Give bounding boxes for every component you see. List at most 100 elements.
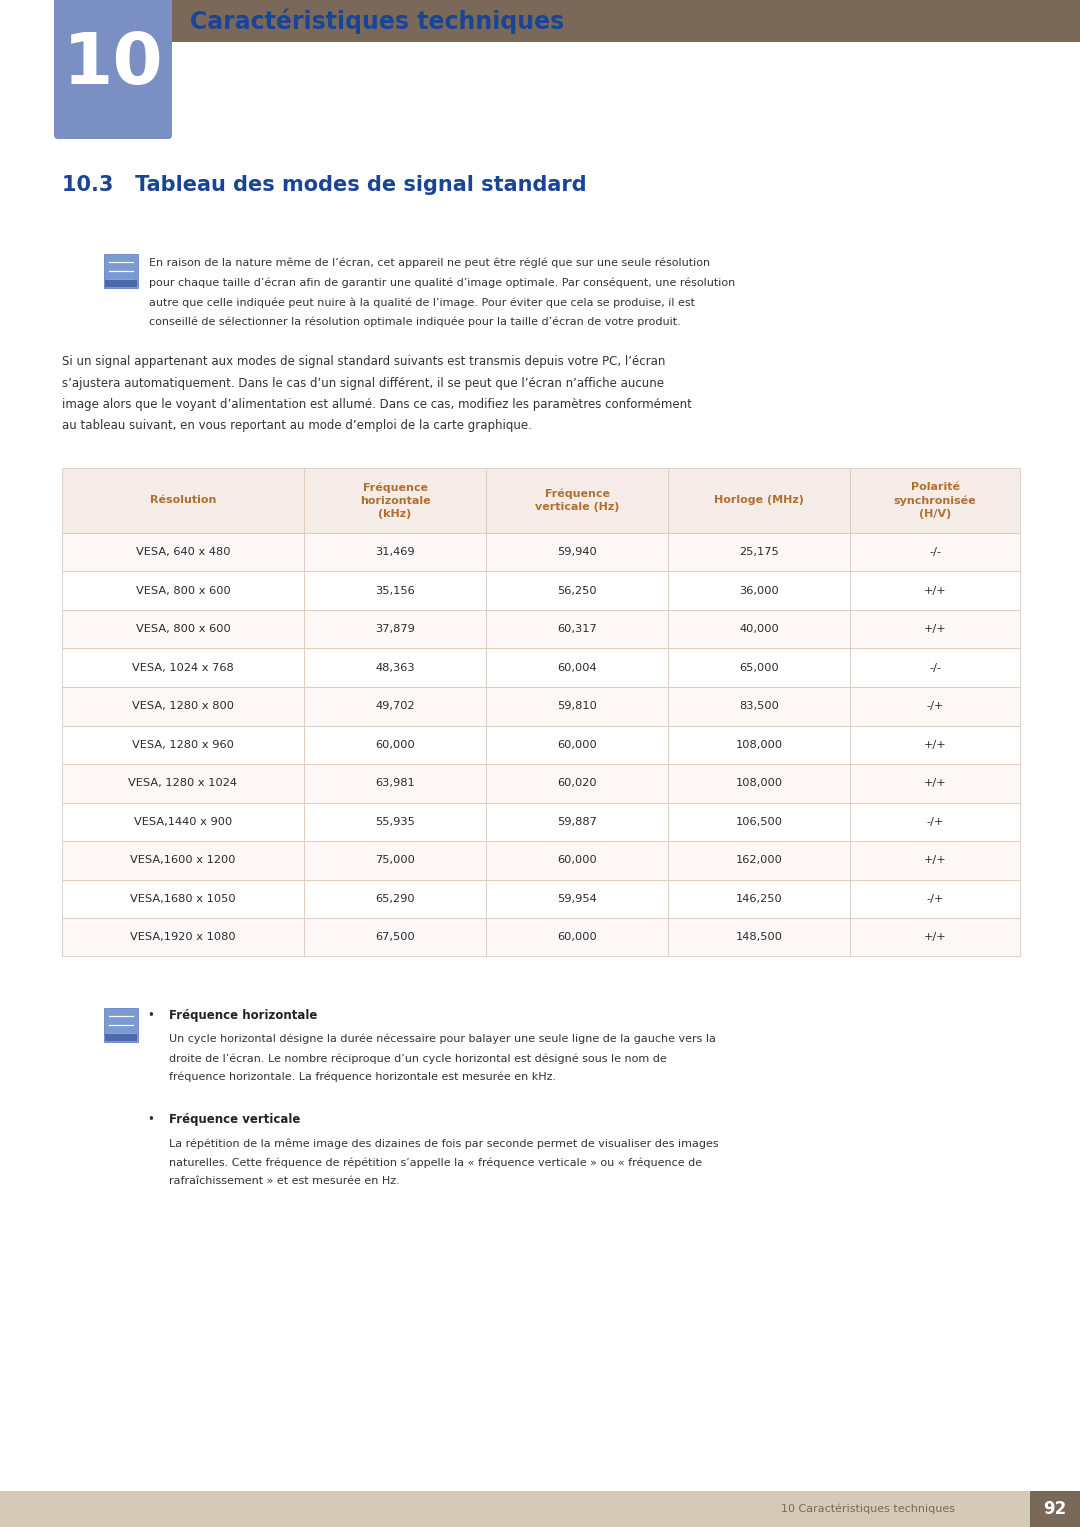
FancyBboxPatch shape	[850, 764, 1020, 803]
FancyBboxPatch shape	[62, 687, 303, 725]
Text: 67,500: 67,500	[375, 933, 415, 942]
FancyBboxPatch shape	[850, 803, 1020, 841]
Text: +/+: +/+	[923, 625, 946, 634]
FancyBboxPatch shape	[669, 764, 850, 803]
FancyBboxPatch shape	[1030, 1490, 1080, 1527]
Text: 10: 10	[63, 31, 163, 99]
Text: droite de l’écran. Le nombre réciproque d’un cycle horizontal est désigné sous l: droite de l’écran. Le nombre réciproque …	[168, 1054, 666, 1063]
Text: Horloge (MHz): Horloge (MHz)	[714, 495, 804, 505]
Text: Un cycle horizontal désigne la durée nécessaire pour balayer une seule ligne de : Un cycle horizontal désigne la durée néc…	[168, 1034, 716, 1044]
Text: 162,000: 162,000	[735, 855, 782, 866]
Text: +/+: +/+	[923, 586, 946, 596]
Text: VESA, 640 x 480: VESA, 640 x 480	[136, 547, 230, 557]
FancyBboxPatch shape	[669, 649, 850, 687]
Text: autre que celle indiquée peut nuire à la qualité de l’image. Pour éviter que cel: autre que celle indiquée peut nuire à la…	[149, 296, 696, 307]
Text: s’ajustera automatiquement. Dans le cas d’un signal différent, il se peut que l’: s’ajustera automatiquement. Dans le cas …	[62, 377, 664, 389]
Text: 60,000: 60,000	[557, 933, 597, 942]
FancyBboxPatch shape	[669, 841, 850, 880]
Text: +/+: +/+	[923, 933, 946, 942]
FancyBboxPatch shape	[104, 253, 138, 289]
FancyBboxPatch shape	[303, 687, 486, 725]
Text: VESA, 1280 x 1024: VESA, 1280 x 1024	[129, 779, 238, 788]
Text: pour chaque taille d’écran afin de garantir une qualité d’image optimale. Par co: pour chaque taille d’écran afin de garan…	[149, 278, 735, 289]
Text: Résolution: Résolution	[150, 495, 216, 505]
Text: 60,000: 60,000	[375, 739, 415, 750]
Text: -/-: -/-	[929, 663, 941, 673]
Text: VESA, 1280 x 800: VESA, 1280 x 800	[132, 701, 234, 712]
FancyBboxPatch shape	[62, 764, 303, 803]
Text: 48,363: 48,363	[375, 663, 415, 673]
Text: Fréquence verticale: Fréquence verticale	[168, 1113, 300, 1125]
Text: 59,940: 59,940	[557, 547, 597, 557]
FancyBboxPatch shape	[0, 1490, 1080, 1527]
FancyBboxPatch shape	[850, 571, 1020, 609]
FancyBboxPatch shape	[62, 467, 303, 533]
FancyBboxPatch shape	[54, 0, 172, 139]
FancyBboxPatch shape	[303, 649, 486, 687]
FancyBboxPatch shape	[850, 649, 1020, 687]
FancyBboxPatch shape	[850, 841, 1020, 880]
Text: -/+: -/+	[927, 817, 944, 826]
Text: 40,000: 40,000	[739, 625, 779, 634]
FancyBboxPatch shape	[486, 918, 669, 956]
Text: 49,702: 49,702	[375, 701, 415, 712]
Text: 75,000: 75,000	[375, 855, 415, 866]
FancyBboxPatch shape	[850, 687, 1020, 725]
Text: Fréquence
verticale (Hz): Fréquence verticale (Hz)	[535, 489, 619, 512]
FancyBboxPatch shape	[62, 725, 303, 764]
FancyBboxPatch shape	[62, 609, 303, 649]
FancyBboxPatch shape	[669, 880, 850, 918]
Text: Si un signal appartenant aux modes de signal standard suivants est transmis depu: Si un signal appartenant aux modes de si…	[62, 354, 665, 368]
FancyBboxPatch shape	[303, 764, 486, 803]
Text: 83,500: 83,500	[739, 701, 779, 712]
FancyBboxPatch shape	[62, 649, 303, 687]
Text: 59,810: 59,810	[557, 701, 597, 712]
Text: 59,954: 59,954	[557, 893, 597, 904]
FancyBboxPatch shape	[669, 918, 850, 956]
Text: 10 Caractéristiques techniques: 10 Caractéristiques techniques	[781, 1504, 955, 1515]
FancyBboxPatch shape	[303, 918, 486, 956]
FancyBboxPatch shape	[486, 764, 669, 803]
Text: 92: 92	[1043, 1500, 1067, 1518]
FancyBboxPatch shape	[850, 533, 1020, 571]
FancyBboxPatch shape	[486, 725, 669, 764]
Text: VESA, 800 x 600: VESA, 800 x 600	[136, 586, 230, 596]
Text: 31,469: 31,469	[375, 547, 415, 557]
Text: 146,250: 146,250	[735, 893, 782, 904]
Text: image alors que le voyant d’alimentation est allumé. Dans ce cas, modifiez les p: image alors que le voyant d’alimentation…	[62, 399, 692, 411]
FancyBboxPatch shape	[669, 533, 850, 571]
FancyBboxPatch shape	[850, 880, 1020, 918]
FancyBboxPatch shape	[303, 803, 486, 841]
FancyBboxPatch shape	[62, 571, 303, 609]
FancyBboxPatch shape	[303, 609, 486, 649]
Text: VESA, 1280 x 960: VESA, 1280 x 960	[132, 739, 234, 750]
Text: 36,000: 36,000	[739, 586, 779, 596]
FancyBboxPatch shape	[62, 803, 303, 841]
Text: 60,000: 60,000	[557, 855, 597, 866]
FancyBboxPatch shape	[303, 467, 486, 533]
FancyBboxPatch shape	[669, 467, 850, 533]
Text: La répétition de la même image des dizaines de fois par seconde permet de visual: La répétition de la même image des dizai…	[168, 1139, 718, 1148]
FancyBboxPatch shape	[486, 571, 669, 609]
FancyBboxPatch shape	[486, 467, 669, 533]
FancyBboxPatch shape	[850, 467, 1020, 533]
FancyBboxPatch shape	[486, 533, 669, 571]
Text: •: •	[147, 1008, 153, 1022]
Text: -/+: -/+	[927, 701, 944, 712]
Text: 60,317: 60,317	[557, 625, 597, 634]
Text: 59,887: 59,887	[557, 817, 597, 826]
Text: 63,981: 63,981	[375, 779, 415, 788]
Text: VESA,1440 x 900: VESA,1440 x 900	[134, 817, 232, 826]
FancyBboxPatch shape	[303, 841, 486, 880]
FancyBboxPatch shape	[160, 0, 1080, 43]
Text: 60,020: 60,020	[557, 779, 597, 788]
Text: 108,000: 108,000	[735, 779, 783, 788]
Text: VESA, 1024 x 768: VESA, 1024 x 768	[132, 663, 234, 673]
Text: 56,250: 56,250	[557, 586, 597, 596]
Text: Polarité
synchronisée
(H/V): Polarité synchronisée (H/V)	[893, 483, 976, 519]
Text: conseillé de sélectionner la résolution optimale indiquée pour la taille d’écran: conseillé de sélectionner la résolution …	[149, 316, 680, 327]
Text: VESA, 800 x 600: VESA, 800 x 600	[136, 625, 230, 634]
FancyBboxPatch shape	[486, 609, 669, 649]
Text: VESA,1680 x 1050: VESA,1680 x 1050	[131, 893, 235, 904]
Text: 25,175: 25,175	[739, 547, 779, 557]
